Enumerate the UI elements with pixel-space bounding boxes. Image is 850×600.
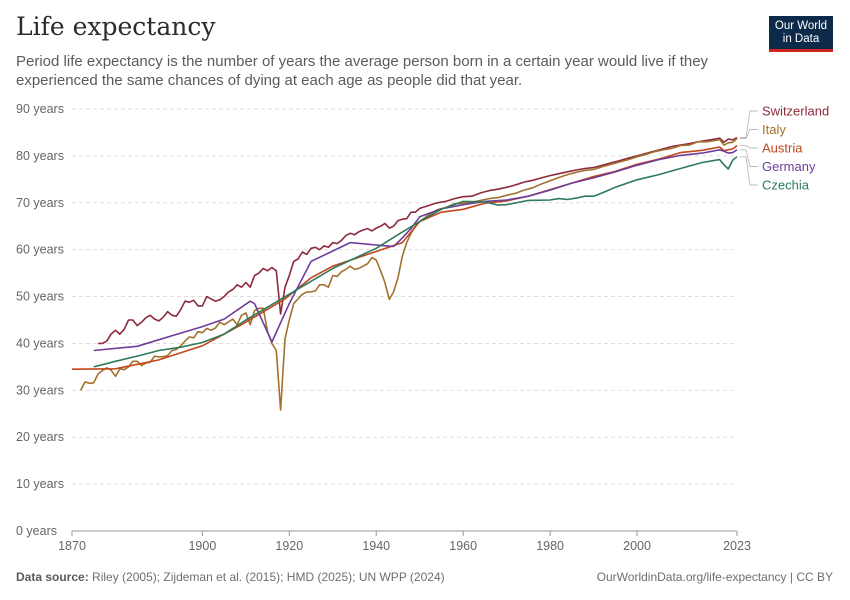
y-tick-label: 20 years xyxy=(16,430,64,444)
legend-label-germany[interactable]: Germany xyxy=(762,159,816,174)
legend-label-switzerland[interactable]: Switzerland xyxy=(762,104,829,119)
x-tick-label: 2023 xyxy=(723,539,751,553)
logo-line-1: Our World xyxy=(774,20,828,32)
series-layer xyxy=(71,136,738,411)
series-line-italy[interactable] xyxy=(79,137,738,411)
legend-connector xyxy=(740,129,758,139)
legend-label-czechia[interactable]: Czechia xyxy=(762,178,810,193)
series-line-austria[interactable] xyxy=(71,144,738,370)
data-source: Data source: Riley (2005); Zijdeman et a… xyxy=(16,570,445,584)
series-line-switzerland[interactable] xyxy=(98,136,738,345)
x-tick-label: 1960 xyxy=(449,539,477,553)
x-tick-label: 1940 xyxy=(362,539,390,553)
y-tick-label: 0 years xyxy=(16,524,57,538)
chart-title: Life expectancy xyxy=(16,12,216,41)
series-line-czechia[interactable] xyxy=(93,156,738,368)
axis-layer: 0 years 10 years 20 years 30 years 40 years 5… xyxy=(16,102,751,553)
legend-layer: Switzerland Italy Austria Germany Czechia xyxy=(740,104,829,193)
x-tick-label: 1920 xyxy=(275,539,303,553)
legend-label-italy[interactable]: Italy xyxy=(762,122,786,137)
y-tick-label: 70 years xyxy=(16,196,64,210)
x-tick-label: 2000 xyxy=(623,539,651,553)
x-tick-label: 1900 xyxy=(188,539,216,553)
legend-connector xyxy=(740,156,758,186)
data-source-text: Riley (2005); Zijdeman et al. (2015); HM… xyxy=(92,570,445,584)
y-tick-label: 90 years xyxy=(16,102,64,116)
data-source-label: Data source: xyxy=(16,570,89,584)
legend-connector xyxy=(740,110,758,139)
legend-connector xyxy=(740,149,758,167)
y-tick-label: 50 years xyxy=(16,290,64,304)
source-url-link[interactable]: OurWorldinData.org/life-expectancy | CC … xyxy=(596,570,833,584)
legend-connector xyxy=(740,145,758,149)
y-tick-label: 10 years xyxy=(16,477,64,491)
y-tick-label: 30 years xyxy=(16,383,64,397)
x-tick-label: 1980 xyxy=(536,539,564,553)
legend-label-austria[interactable]: Austria xyxy=(762,141,803,156)
y-tick-label: 60 years xyxy=(16,243,64,257)
logo-line-2: in Data xyxy=(782,33,820,45)
chart-subtitle: Period life expectancy is the number of … xyxy=(16,53,709,89)
our-world-in-data-logo[interactable]: Our World in Data xyxy=(769,16,833,52)
y-tick-label: 80 years xyxy=(16,149,64,163)
x-tick-label: 1870 xyxy=(58,539,86,553)
y-tick-label: 40 years xyxy=(16,336,64,350)
grid-layer xyxy=(72,108,737,532)
